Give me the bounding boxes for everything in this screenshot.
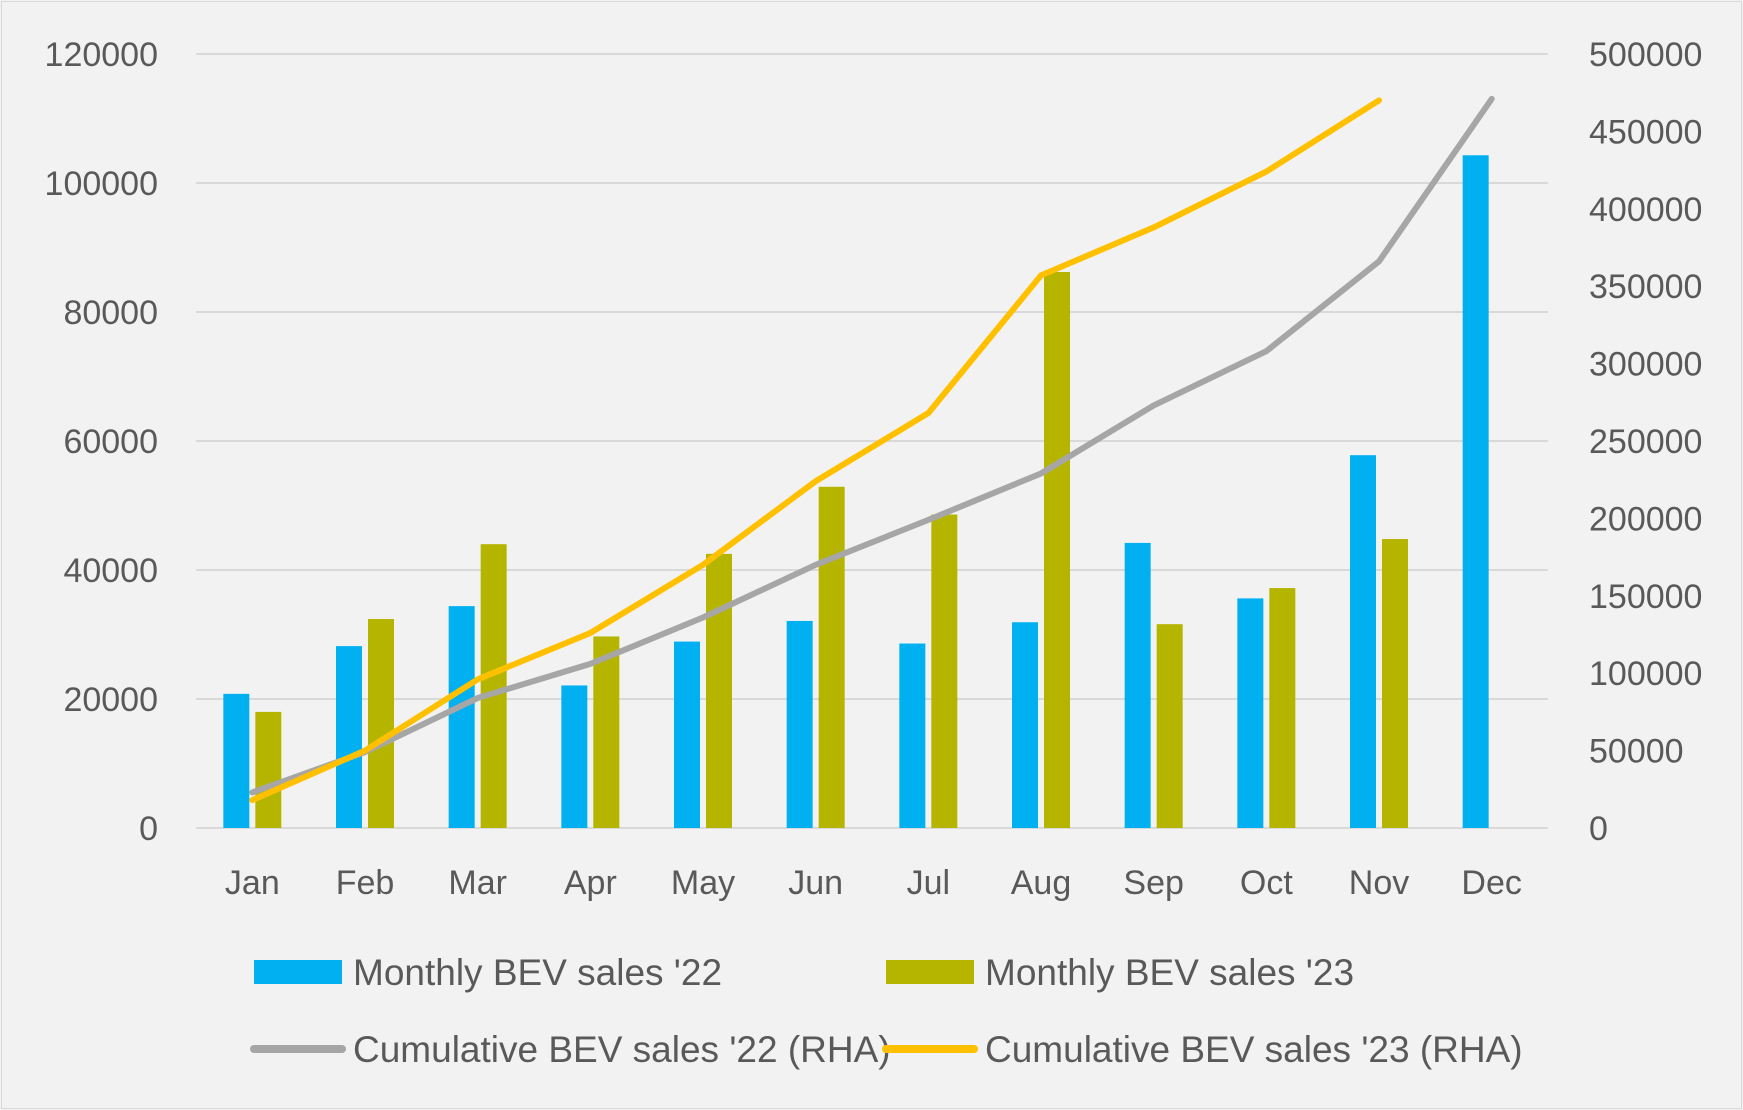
line-cumulative-23 bbox=[249, 97, 1382, 804]
right-axis-tick-label: 250000 bbox=[1589, 423, 1702, 461]
bar-monthly-23 bbox=[1156, 624, 1183, 828]
bar-monthly-23 bbox=[1269, 588, 1296, 828]
x-axis-tick-label: Nov bbox=[1349, 864, 1409, 902]
bar-monthly-22 bbox=[899, 643, 926, 828]
right-axis-tick-label: 150000 bbox=[1589, 578, 1702, 616]
bar-monthly-22 bbox=[674, 641, 700, 828]
bar-monthly-22 bbox=[336, 646, 362, 828]
bar-monthly-23 bbox=[1044, 272, 1070, 828]
bar-monthly-22 bbox=[448, 606, 475, 828]
x-axis-tick-label: Dec bbox=[1461, 864, 1521, 902]
right-axis-tick-label: 200000 bbox=[1589, 500, 1702, 538]
legend-label: Cumulative BEV sales '22 (RHA) bbox=[353, 1029, 891, 1070]
right-axis-tick-label: 450000 bbox=[1589, 113, 1702, 151]
legend-swatch bbox=[886, 960, 974, 984]
line-cumulative-22 bbox=[249, 95, 1495, 796]
line-layer bbox=[249, 95, 1495, 804]
left-axis-tick-label: 120000 bbox=[45, 36, 158, 74]
bar-monthly-23 bbox=[1382, 539, 1408, 828]
x-axis-tick-label: May bbox=[671, 864, 735, 902]
legend-label: Cumulative BEV sales '23 (RHA) bbox=[985, 1029, 1523, 1070]
bar-monthly-23 bbox=[706, 553, 732, 828]
left-y-axis: 0 20000 40000 60000 80000 100000 120000 bbox=[45, 36, 158, 848]
bar-monthly-23 bbox=[368, 619, 394, 828]
bar-layer bbox=[223, 155, 1489, 828]
x-axis-tick-label: Jul bbox=[907, 864, 950, 902]
bar-monthly-22 bbox=[786, 620, 813, 828]
x-axis-tick-label: Mar bbox=[448, 864, 507, 902]
bar-monthly-22 bbox=[223, 693, 250, 828]
bar-monthly-22 bbox=[1012, 622, 1038, 828]
gridlines bbox=[196, 53, 1548, 829]
bar-monthly-23 bbox=[931, 514, 958, 828]
bar-monthly-23 bbox=[480, 544, 507, 828]
right-axis-tick-label: 350000 bbox=[1589, 268, 1702, 306]
bar-monthly-22 bbox=[1462, 155, 1489, 828]
left-axis-tick-label: 0 bbox=[139, 810, 158, 848]
x-axis-tick-label: Jun bbox=[788, 864, 843, 902]
legend-swatch bbox=[254, 960, 342, 984]
legend: Monthly BEV sales '22 Monthly BEV sales '… bbox=[250, 952, 1523, 1070]
right-axis-tick-label: 400000 bbox=[1589, 191, 1702, 229]
left-axis-tick-label: 80000 bbox=[63, 294, 158, 332]
left-axis-tick-label: 40000 bbox=[63, 552, 158, 590]
right-axis-tick-label: 300000 bbox=[1589, 346, 1702, 384]
bar-monthly-23 bbox=[818, 486, 845, 828]
bar-monthly-22 bbox=[1237, 598, 1264, 828]
bar-monthly-22 bbox=[561, 685, 588, 828]
x-axis-tick-label: Sep bbox=[1123, 864, 1184, 902]
bar-monthly-23 bbox=[593, 636, 620, 828]
right-axis-tick-label: 50000 bbox=[1589, 733, 1684, 771]
bar-monthly-22 bbox=[1350, 455, 1376, 828]
x-axis-tick-label: Feb bbox=[336, 864, 395, 902]
left-axis-tick-label: 60000 bbox=[63, 423, 158, 461]
right-axis-tick-label: 100000 bbox=[1589, 655, 1702, 693]
x-axis: Jan Feb Mar Apr May Jun Jul Aug Sep Oct Nov Dec bbox=[225, 864, 1522, 902]
x-axis-tick-label: Oct bbox=[1240, 864, 1293, 902]
x-axis-tick-label: Apr bbox=[564, 864, 617, 902]
right-axis-tick-label: 500000 bbox=[1589, 36, 1702, 74]
legend-label: Monthly BEV sales '23 bbox=[985, 952, 1354, 993]
legend-label: Monthly BEV sales '22 bbox=[353, 952, 722, 993]
left-axis-tick-label: 100000 bbox=[45, 165, 158, 203]
right-y-axis: 0 50000 100000 150000 200000 250000 300000 3500… bbox=[1589, 36, 1702, 848]
left-axis-tick-label: 20000 bbox=[63, 681, 158, 719]
x-axis-tick-label: Jan bbox=[225, 864, 280, 902]
bar-monthly-23 bbox=[255, 711, 282, 828]
bar-monthly-22 bbox=[1124, 542, 1151, 828]
x-axis-tick-label: Aug bbox=[1011, 864, 1072, 902]
right-axis-tick-label: 0 bbox=[1589, 810, 1608, 848]
